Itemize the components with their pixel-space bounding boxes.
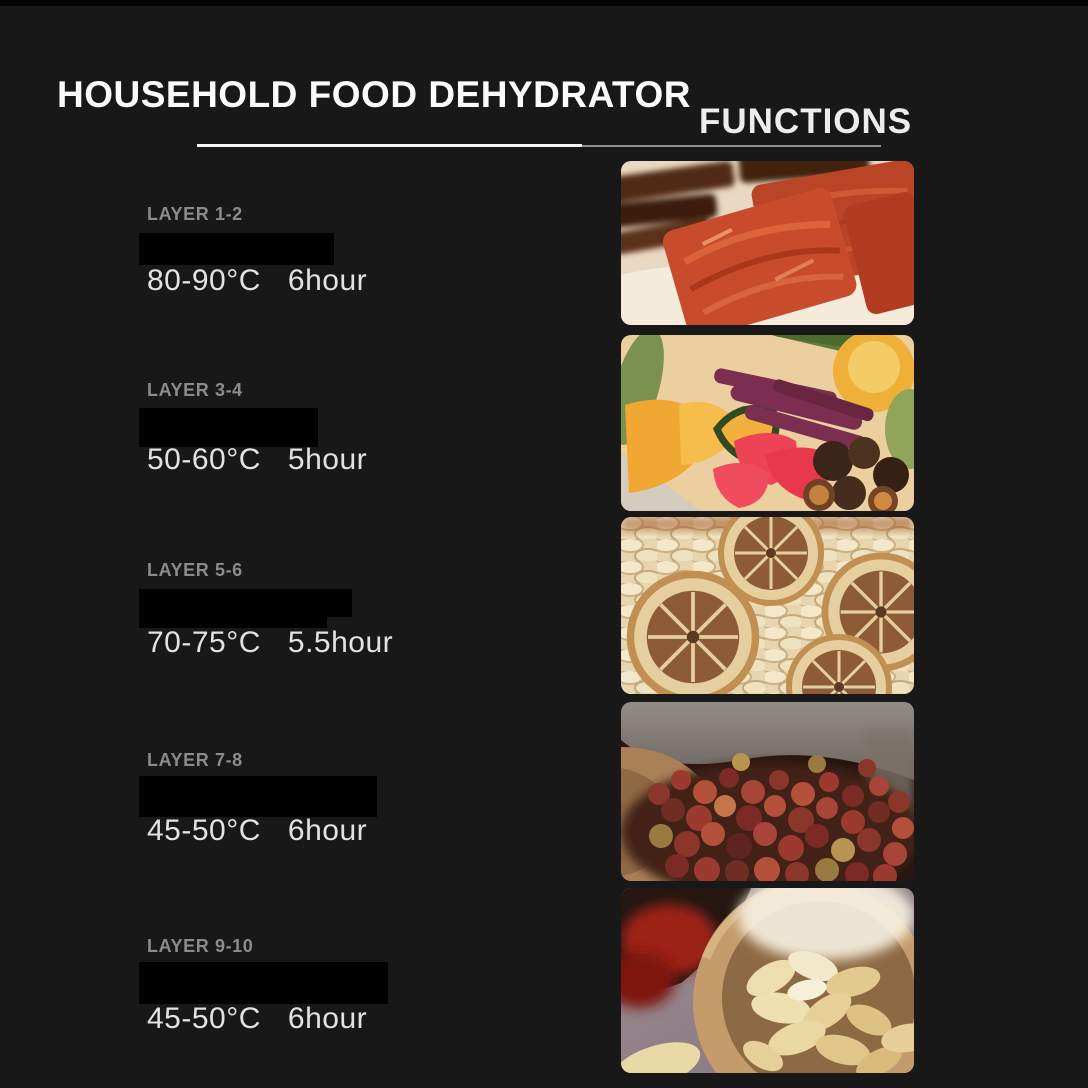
photo-dried-lemon-slices [621,517,914,694]
temperature-value: 50-60°C [147,443,261,476]
time-value: 6hour [287,264,368,297]
layer-3-4-label: LAYER 3-4 [147,380,243,400]
top-border-strip [0,0,1088,6]
temperature-value: 45-50°C [147,1002,261,1035]
redacted-text-bar [139,233,334,265]
layer-7-8-label: LAYER 7-8 [147,750,243,770]
layer-3-4-settings: 50-60°C 5hour [147,443,367,477]
photo-dried-meat-jerky [621,161,914,325]
temperature-value: 70-75°C [147,626,261,659]
layer-5-6-settings: 70-75°C 5.5hour [147,626,393,660]
layer-9-10-label: LAYER 9-10 [147,936,254,956]
time-value: 6hour [287,1002,368,1035]
photo-dried-vegetable-chips [621,335,914,511]
layer-1-2-label: LAYER 1-2 [147,204,243,224]
temperature-value: 80-90°C [147,264,261,297]
redacted-text-bar [139,776,377,817]
temperature-value: 45-50°C [147,814,261,847]
layer-1-2-settings: 80-90°C 6hour [147,264,367,298]
photo-dried-red-berries [621,702,914,881]
dried-lemons-illustration [621,517,914,694]
layer-5-6-label: LAYER 5-6 [147,560,243,580]
time-value: 5.5hour [287,626,394,659]
dried-meat-illustration [621,161,914,325]
title-underline [197,144,582,147]
layer-9-10-settings: 45-50°C 6hour [147,1002,367,1036]
dried-berries-illustration [621,702,914,881]
redacted-text-bar [139,408,318,447]
layer-7-8-settings: 45-50°C 6hour [147,814,367,848]
time-value: 5hour [287,443,368,476]
photo-dried-lily-chips-in-bowl [621,888,914,1073]
dried-chips-bowl-illustration [621,888,914,1073]
dried-vegetables-illustration [621,335,914,511]
redacted-text-bar [139,962,388,1004]
time-value: 6hour [287,814,368,847]
redacted-text-bar [139,589,352,617]
functions-heading: FUNCTIONS [699,102,913,141]
functions-underline [582,145,881,147]
redacted-text-bar [139,617,327,628]
page-title: HOUSEHOLD FOOD DEHYDRATOR [57,74,691,115]
